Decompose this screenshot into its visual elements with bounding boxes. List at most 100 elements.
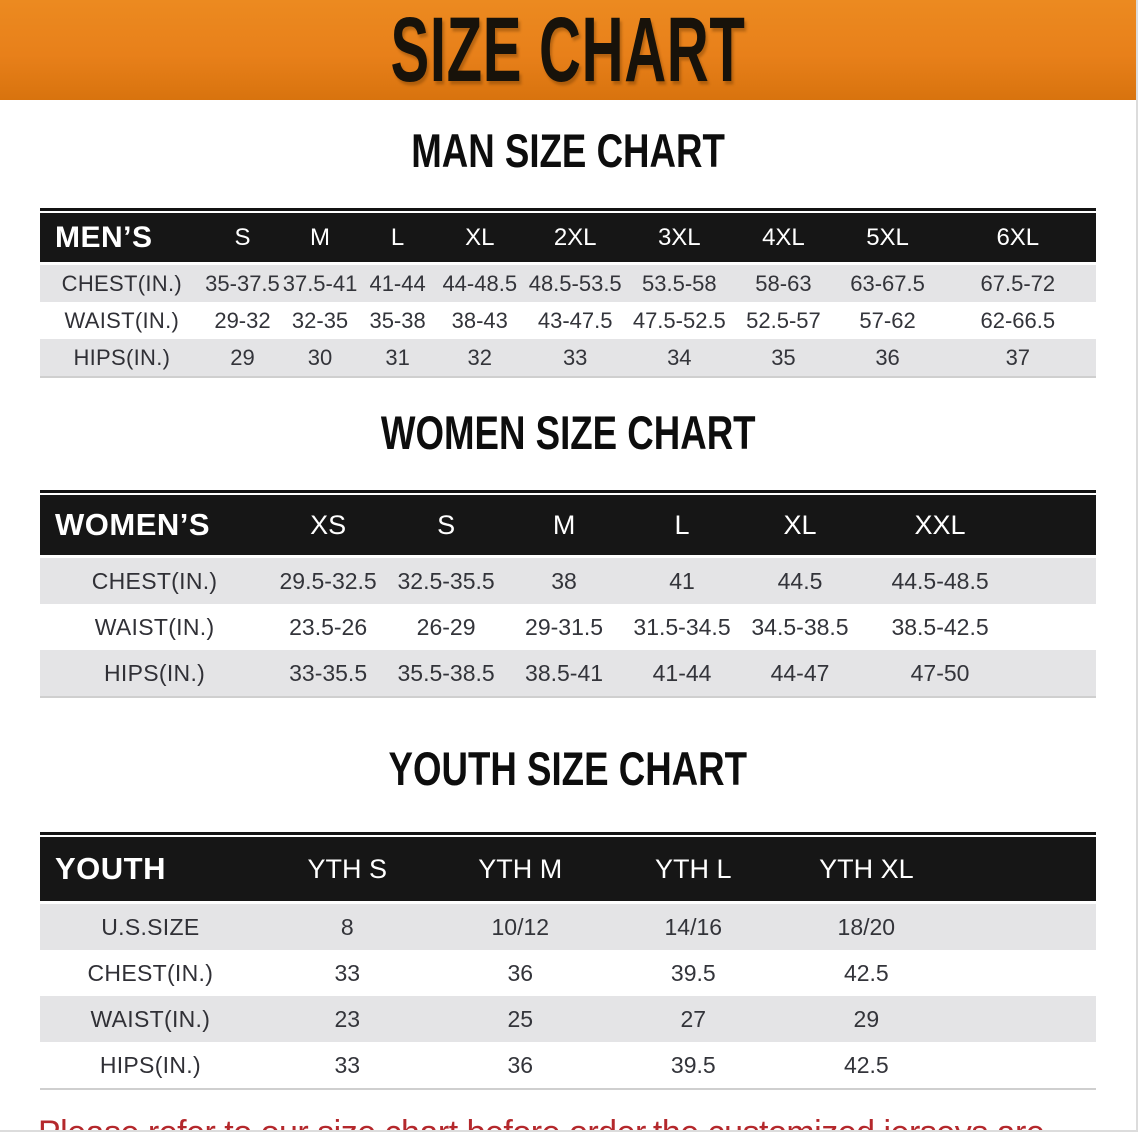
- row-label: CHEST(IN.): [40, 950, 261, 996]
- size-cell: 32: [436, 339, 524, 376]
- size-cell: 32.5-35.5: [387, 556, 506, 604]
- women-section-heading-text: WOMEN SIZE CHART: [380, 406, 756, 459]
- youth-size-table: YOUTH YTH S YTH M YTH L YTH XL U.S.SIZE 8 10/12…: [40, 837, 1096, 1088]
- size-cell: 44-48.5: [436, 263, 524, 302]
- women-section-heading: WOMEN SIZE CHART: [0, 406, 1136, 468]
- size-cell: 23.5-26: [269, 604, 388, 650]
- size-cell: 29-31.5: [505, 604, 624, 650]
- youth-section-heading: YOUTH SIZE CHART: [0, 745, 1136, 804]
- size-cell: 31.5-34.5: [623, 604, 742, 650]
- size-cell: 39.5: [606, 950, 780, 996]
- column-header: YTH S: [260, 837, 434, 904]
- size-cell: 30: [281, 339, 359, 376]
- size-cell: 26-29: [387, 604, 506, 650]
- size-cell: 44.5: [741, 556, 859, 604]
- size-cell: 35: [731, 339, 836, 376]
- row-label: CHEST(IN.): [40, 263, 204, 302]
- table-row: WAIST(IN.) 29-32 32-35 35-38 38-43 43-47.5 47.…: [40, 302, 1096, 339]
- column-header: XL: [436, 213, 524, 265]
- size-cell: 32-35: [281, 302, 359, 339]
- column-header: L: [358, 213, 437, 265]
- table-group-label: WOMEN’S: [40, 495, 270, 558]
- banner-title: SIZE CHART: [390, 0, 746, 101]
- section-youth: YOUTH SIZE CHART YOUTH YTH S YTH M YTH L YTH…: [0, 745, 1136, 1090]
- size-cell: 27: [606, 996, 780, 1042]
- size-cell-empty: [952, 1042, 1096, 1088]
- size-cell-empty: [952, 902, 1096, 950]
- size-cell: 44.5-48.5: [858, 556, 1022, 604]
- size-cell-empty: [1021, 556, 1096, 604]
- size-cell: 25: [433, 996, 607, 1042]
- column-header: XXL: [858, 495, 1022, 558]
- column-header: L: [623, 495, 742, 558]
- size-cell: 10/12: [433, 902, 607, 950]
- column-header: YTH L: [606, 837, 780, 904]
- table-group-label: MEN’S: [40, 213, 204, 265]
- column-header: 3XL: [627, 213, 732, 265]
- table-row: HIPS(IN.) 33-35.5 35.5-38.5 38.5-41 41-44 44-…: [40, 650, 1096, 696]
- column-header: XL: [741, 495, 859, 558]
- size-cell: 53.5-58: [627, 263, 732, 302]
- size-cell: 62-66.5: [939, 302, 1096, 339]
- size-cell: 33: [260, 950, 434, 996]
- table-row: HIPS(IN.) 29 30 31 32 33 34 35 36 37: [40, 339, 1096, 376]
- men-size-table-wrap: MEN’S S M L XL 2XL 3XL 4XL 5XL 6XL CHEST(IN.) 35-37…: [40, 208, 1096, 378]
- table-row: WAIST(IN.) 23 25 27 29: [40, 996, 1096, 1042]
- size-cell: 33: [523, 339, 628, 376]
- size-cell: 41-44: [358, 263, 437, 302]
- table-row: HIPS(IN.) 33 36 39.5 42.5: [40, 1042, 1096, 1088]
- size-cell: 52.5-57: [731, 302, 836, 339]
- size-cell: 36: [835, 339, 940, 376]
- size-cell: 35.5-38.5: [387, 650, 506, 696]
- size-cell: 47-50: [858, 650, 1022, 696]
- youth-size-table-wrap: YOUTH YTH S YTH M YTH L YTH XL U.S.SIZE 8 10/12…: [40, 832, 1096, 1090]
- size-cell: 42.5: [779, 950, 953, 996]
- size-cell-empty: [952, 996, 1096, 1042]
- size-cell-empty: [1021, 650, 1096, 696]
- size-cell: 63-67.5: [835, 263, 940, 302]
- column-header: S: [203, 213, 282, 265]
- size-cell: 37.5-41: [281, 263, 359, 302]
- header-row: YOUTH YTH S YTH M YTH L YTH XL: [40, 837, 1096, 904]
- size-cell: 39.5: [606, 1042, 780, 1088]
- disclaimer: Please refer to our size chart before or…: [38, 1112, 1098, 1130]
- size-cell: 48.5-53.5: [523, 263, 628, 302]
- size-cell: 36: [433, 950, 607, 996]
- disclaimer-line-1: Please refer to our size chart before or…: [38, 1112, 1098, 1130]
- size-cell: 31: [358, 339, 437, 376]
- size-cell: 29.5-32.5: [269, 556, 388, 604]
- column-header: S: [387, 495, 506, 558]
- column-header: 2XL: [523, 213, 628, 265]
- size-cell-empty: [952, 950, 1096, 996]
- size-cell: 58-63: [731, 263, 836, 302]
- size-cell-empty: [1021, 604, 1096, 650]
- header-row: MEN’S S M L XL 2XL 3XL 4XL 5XL 6XL: [40, 213, 1096, 265]
- column-header-empty: [952, 837, 1096, 904]
- men-section-heading: MAN SIZE CHART: [0, 127, 1136, 186]
- table-group-label: YOUTH: [40, 837, 261, 904]
- row-label: HIPS(IN.): [40, 339, 204, 376]
- size-cell: 33-35.5: [269, 650, 388, 696]
- header-row: WOMEN’S XS S M L XL XXL: [40, 495, 1096, 558]
- size-cell: 35-38: [358, 302, 437, 339]
- size-cell: 38-43: [436, 302, 524, 339]
- size-cell: 43-47.5: [523, 302, 628, 339]
- row-label: U.S.SIZE: [40, 902, 261, 950]
- size-cell: 37: [939, 339, 1096, 376]
- size-cell: 8: [260, 902, 434, 950]
- column-header-empty: [1021, 495, 1096, 558]
- column-header: 4XL: [731, 213, 836, 265]
- size-cell: 57-62: [835, 302, 940, 339]
- size-cell: 38: [505, 556, 624, 604]
- column-header: M: [505, 495, 624, 558]
- column-header: YTH XL: [779, 837, 953, 904]
- row-label: HIPS(IN.): [40, 1042, 261, 1088]
- row-label: WAIST(IN.): [40, 302, 204, 339]
- row-label: WAIST(IN.): [40, 604, 270, 650]
- table-row: CHEST(IN.) 35-37.5 37.5-41 41-44 44-48.5 48.5…: [40, 263, 1096, 302]
- row-label: HIPS(IN.): [40, 650, 270, 696]
- size-cell: 42.5: [779, 1042, 953, 1088]
- column-header: M: [281, 213, 359, 265]
- column-header: 6XL: [939, 213, 1096, 265]
- table-row: U.S.SIZE 8 10/12 14/16 18/20: [40, 902, 1096, 950]
